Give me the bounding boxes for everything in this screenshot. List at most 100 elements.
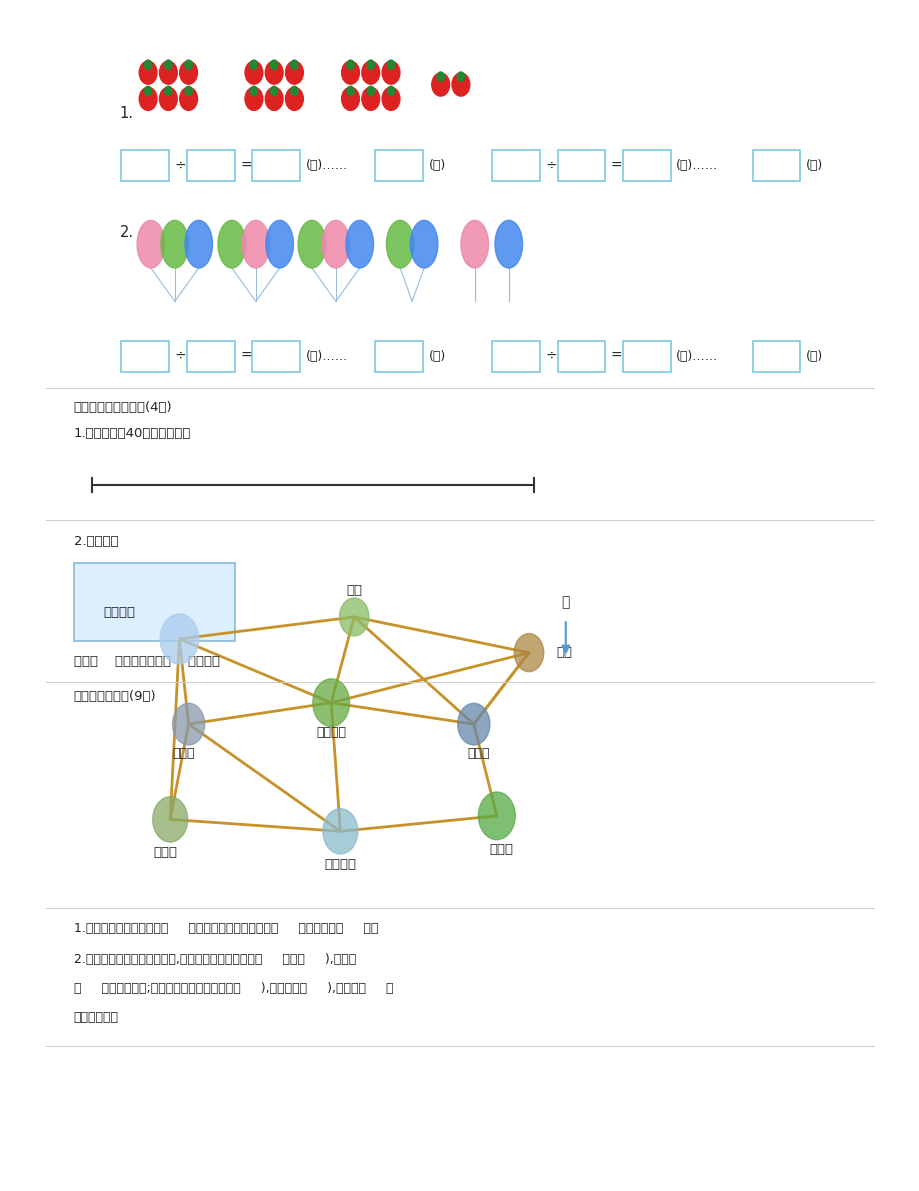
Circle shape [153, 797, 187, 842]
Text: (个)……: (个)…… [305, 350, 347, 362]
Circle shape [285, 61, 303, 85]
Bar [187, 150, 234, 181]
Circle shape [346, 86, 354, 95]
Text: ÷: ÷ [545, 158, 557, 173]
Text: 七、按要求做一做。(4分): 七、按要求做一做。(4分) [74, 401, 172, 413]
Circle shape [165, 60, 172, 69]
Text: 动物园: 动物园 [153, 847, 177, 859]
Circle shape [341, 61, 359, 85]
Circle shape [265, 87, 283, 111]
Bar [121, 341, 169, 372]
Ellipse shape [410, 220, 437, 268]
Text: (个): (个) [805, 160, 823, 172]
Bar [375, 150, 423, 181]
Circle shape [244, 87, 263, 111]
Text: (束)……: (束)…… [675, 350, 718, 362]
Bar [74, 563, 234, 641]
Circle shape [139, 87, 157, 111]
Text: 长是（    ）毫米，宽是（    ）毫米。: 长是（ ）毫米，宽是（ ）毫米。 [74, 655, 220, 667]
Bar [187, 341, 234, 372]
Bar [557, 150, 605, 181]
Text: 健身房: 健身房 [173, 748, 195, 760]
Bar [252, 150, 300, 181]
Ellipse shape [161, 220, 188, 268]
Text: =: = [240, 349, 252, 363]
Circle shape [270, 86, 278, 95]
Text: =: = [610, 349, 622, 363]
Text: 1.海底世界在中心花园的（     ）面。健身房的东南面是（     ），北面是（     ）。: 1.海底世界在中心花园的（ ）面。健身房的东南面是（ ），北面是（ ）。 [74, 923, 378, 935]
Text: （     ）到水上乐园;也可以从山洞出发向南到（     ),再向西到（     ),然后向（     ）: （ ）到水上乐园;也可以从山洞出发向南到（ ),再向西到（ ),然后向（ ） [74, 983, 392, 994]
Circle shape [250, 60, 257, 69]
Text: 1.画一条长为40毫米的线段。: 1.画一条长为40毫米的线段。 [74, 428, 191, 439]
Circle shape [285, 87, 303, 111]
Circle shape [290, 86, 298, 95]
Text: ÷: ÷ [545, 349, 557, 363]
Text: 果树林: 果树林 [489, 843, 513, 855]
Ellipse shape [218, 220, 245, 268]
Circle shape [387, 86, 394, 95]
Circle shape [437, 71, 444, 81]
Circle shape [173, 703, 204, 746]
Text: (个)……: (个)…… [305, 160, 347, 172]
Bar [752, 341, 800, 372]
Bar [622, 150, 670, 181]
Bar [375, 341, 423, 372]
Circle shape [139, 61, 157, 85]
Ellipse shape [242, 220, 269, 268]
Circle shape [381, 87, 400, 111]
Circle shape [159, 61, 177, 85]
Circle shape [185, 86, 192, 95]
Circle shape [367, 60, 374, 69]
Circle shape [179, 87, 198, 111]
Ellipse shape [494, 220, 522, 268]
Circle shape [387, 60, 394, 69]
Text: =: = [240, 158, 252, 173]
Ellipse shape [185, 220, 212, 268]
Text: 2.小亮想从山洞到水上乐园玩,他可以从山洞向南经过（     ）到（     ),然后向: 2.小亮想从山洞到水上乐园玩,他可以从山洞向南经过（ ）到（ ),然后向 [74, 954, 356, 966]
Circle shape [160, 615, 199, 665]
Text: 山洞: 山洞 [555, 647, 572, 659]
Text: 大门: 大门 [346, 585, 362, 597]
Text: (堆)……: (堆)…… [675, 160, 718, 172]
Circle shape [478, 792, 515, 840]
Ellipse shape [298, 220, 325, 268]
Ellipse shape [346, 220, 373, 268]
Circle shape [159, 87, 177, 111]
Circle shape [457, 703, 490, 746]
Circle shape [185, 60, 192, 69]
Circle shape [250, 86, 257, 95]
Circle shape [179, 61, 198, 85]
Circle shape [341, 87, 359, 111]
Text: 2.量一量。: 2.量一量。 [74, 536, 119, 548]
Circle shape [270, 60, 278, 69]
Ellipse shape [322, 220, 349, 268]
Circle shape [367, 86, 374, 95]
Bar [492, 341, 539, 372]
Ellipse shape [460, 220, 488, 268]
Bar [752, 150, 800, 181]
Text: =: = [610, 158, 622, 173]
Circle shape [431, 73, 449, 96]
Circle shape [265, 61, 283, 85]
Circle shape [361, 87, 380, 111]
Text: (个): (个) [428, 160, 446, 172]
Text: 1.: 1. [119, 106, 133, 120]
Text: 到水上乐园。: 到水上乐园。 [74, 1011, 119, 1023]
Circle shape [165, 86, 172, 95]
Circle shape [312, 679, 349, 727]
Text: ÷: ÷ [175, 158, 187, 173]
Circle shape [457, 71, 464, 81]
Circle shape [244, 61, 263, 85]
Bar [492, 150, 539, 181]
Ellipse shape [137, 220, 165, 268]
Ellipse shape [386, 220, 414, 268]
Bar [622, 341, 670, 372]
Circle shape [361, 61, 380, 85]
Text: 八、看图填空。(9分): 八、看图填空。(9分) [74, 691, 156, 703]
Text: 北: 北 [561, 596, 570, 610]
Circle shape [323, 809, 357, 854]
Circle shape [381, 61, 400, 85]
Circle shape [346, 60, 354, 69]
Text: 科技馆: 科技馆 [467, 748, 489, 760]
Text: (个): (个) [428, 350, 446, 362]
